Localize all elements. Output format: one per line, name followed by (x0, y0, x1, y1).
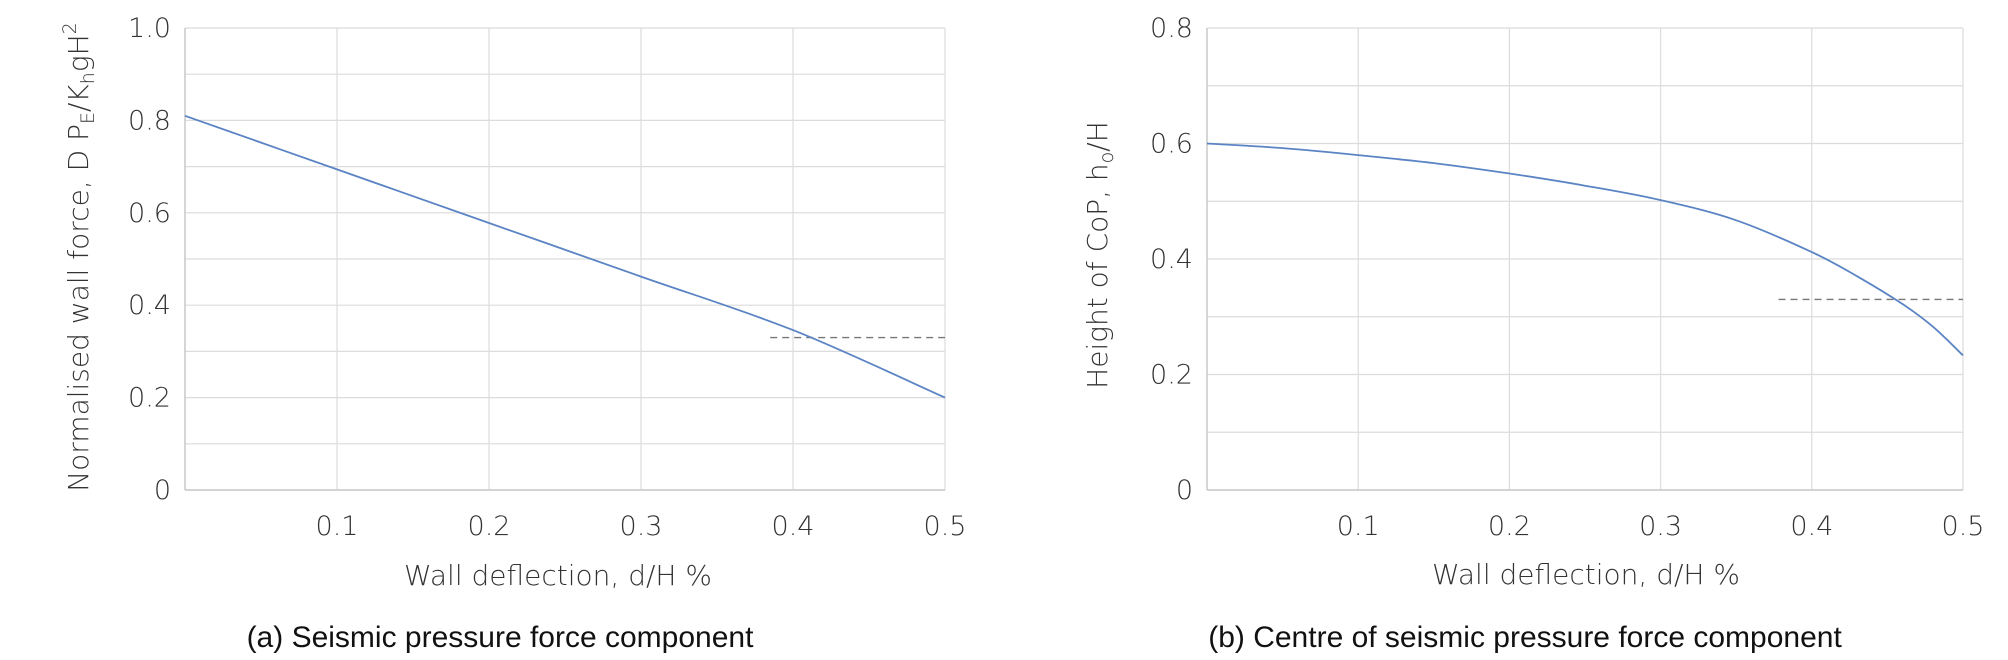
a-x-tick-label: 0.1 (316, 511, 359, 542)
panel-a-y-axis-label: Normalised wall force, D PE/KhgH2 (59, 22, 99, 492)
panel-a-y-tick-labels: 0 0.2 0.4 0.6 0.8 1.0 (128, 13, 171, 506)
b-x-tick-label: 0.1 (1337, 511, 1380, 542)
panel-a: 0 0.2 0.4 0.6 0.8 1.0 0.1 0.2 0.3 0.4 0.5 Wall de… (59, 13, 966, 654)
panel-b-axes (1206, 28, 1963, 491)
b-x-tick-label: 0.5 (1942, 511, 1985, 542)
panel-a-x-axis-label: Wall deflection, d/H % (404, 559, 712, 592)
a-x-tick-label: 0.3 (620, 511, 663, 542)
panel-b-y-tick-labels: 0 0.2 0.4 0.6 0.8 (1150, 13, 1193, 506)
panel-b-grid (1207, 27, 1964, 491)
panel-a-x-tick-labels: 0.1 0.2 0.3 0.4 0.5 (316, 511, 967, 542)
b-y-tick-label: 0 (1176, 475, 1193, 506)
a-y-tick-label: 0.2 (128, 383, 171, 414)
a-y-tick-label: 1.0 (128, 13, 171, 44)
a-y-tick-label: 0.4 (128, 290, 171, 321)
b-x-tick-label: 0.2 (1488, 511, 1531, 542)
panel-a-axes (184, 28, 945, 491)
b-y-tick-label: 0.8 (1150, 13, 1193, 44)
b-y-tick-label: 0.6 (1150, 129, 1193, 160)
a-y-tick-label: 0.8 (128, 105, 171, 136)
a-x-tick-label: 0.4 (772, 511, 815, 542)
panel-b-caption: (b) Centre of seismic pressure force com… (1208, 621, 1842, 654)
b-y-tick-label: 0.4 (1150, 244, 1193, 275)
a-y-tick-label: 0.6 (128, 198, 171, 229)
panel-b: 0 0.2 0.4 0.6 0.8 0.1 0.2 0.3 0.4 0.5 Wall defle… (1081, 13, 1984, 654)
a-x-tick-label: 0.5 (924, 511, 967, 542)
a-x-tick-label: 0.2 (468, 511, 511, 542)
b-x-tick-label: 0.4 (1790, 511, 1833, 542)
panel-b-x-axis-label: Wall deflection, d/H % (1432, 558, 1740, 591)
panel-b-x-tick-labels: 0.1 0.2 0.3 0.4 0.5 (1337, 511, 1985, 542)
a-y-tick-label: 0 (154, 475, 171, 506)
b-y-tick-label: 0.2 (1150, 360, 1193, 391)
panel-b-y-axis-label: Height of CoP, ho/H (1081, 121, 1118, 389)
panel-b-series-line (1206, 142, 1964, 357)
panel-a-grid (185, 27, 946, 491)
b-x-tick-label: 0.3 (1639, 511, 1682, 542)
panel-a-series-line (184, 114, 946, 399)
panel-a-caption: (a) Seismic pressure force component (247, 621, 755, 654)
